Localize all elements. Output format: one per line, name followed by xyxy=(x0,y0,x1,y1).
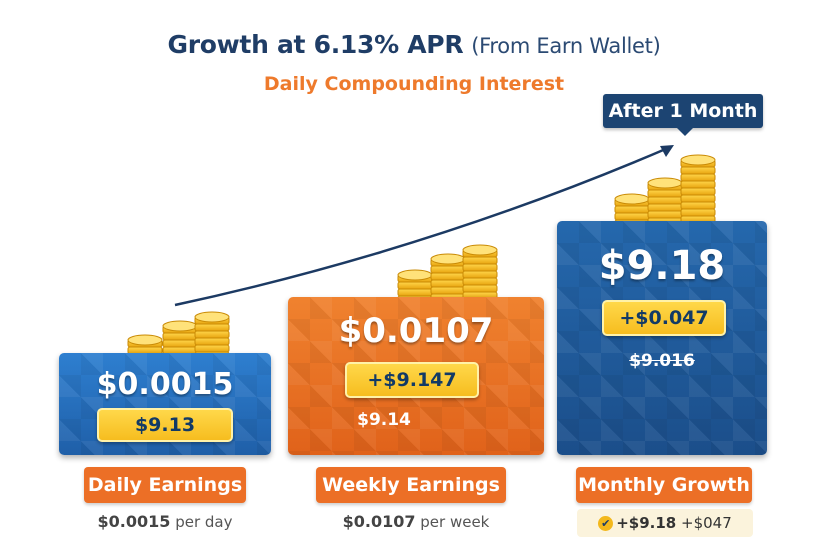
page-title: Growth at 6.13% APR (From Earn Wallet) xyxy=(0,30,828,59)
coin xyxy=(462,256,498,265)
monthly-previous-value: $9.016 xyxy=(629,351,695,371)
coin xyxy=(462,263,498,272)
coin xyxy=(462,270,498,279)
coin xyxy=(647,210,683,219)
coin xyxy=(194,330,230,339)
coin-top xyxy=(194,311,230,323)
coin-top xyxy=(397,269,433,281)
coin-top xyxy=(647,177,683,189)
coin xyxy=(614,212,650,221)
coin xyxy=(430,279,466,288)
title-main: Growth at 6.13% APR xyxy=(167,30,464,59)
check-badge-icon: ✔ xyxy=(598,516,614,531)
title-note: (From Earn Wallet) xyxy=(471,34,661,58)
daily-total-pill: $9.13 xyxy=(97,408,233,442)
coin xyxy=(680,201,716,210)
coin xyxy=(462,284,498,293)
coin xyxy=(680,208,716,217)
monthly-growth-card: $9.18 +$0.047 $9.016 xyxy=(557,221,767,455)
coin xyxy=(647,189,683,198)
weekly-note: $9.14 xyxy=(357,410,411,430)
coin xyxy=(194,323,230,332)
coin xyxy=(614,205,650,214)
coin xyxy=(647,196,683,205)
coin xyxy=(647,203,683,212)
monthly-caption-value: +$9.18 xyxy=(616,514,677,532)
weekly-earnings-card: $0.0107 +$9.147 $9.14 xyxy=(288,297,544,455)
coin xyxy=(397,288,433,297)
monthly-amount: $9.18 xyxy=(598,243,726,289)
after-1-month-badge: After 1 Month xyxy=(603,94,763,136)
coin-top xyxy=(162,320,198,332)
monthly-caption-extra: +$047 xyxy=(681,514,732,532)
daily-caption-unit: per day xyxy=(175,513,233,531)
coin xyxy=(680,187,716,196)
coin xyxy=(680,173,716,182)
coin xyxy=(194,344,230,353)
coin xyxy=(194,337,230,346)
coin-top xyxy=(430,253,466,265)
coin-top xyxy=(127,334,163,346)
daily-caption-value: $0.0015 xyxy=(97,512,171,531)
weekly-amount: $0.0107 xyxy=(338,311,494,351)
coin xyxy=(430,265,466,274)
monthly-growth-label: Monthly Growth xyxy=(576,467,752,503)
weekly-caption-value: $0.0107 xyxy=(342,512,416,531)
coin xyxy=(680,166,716,175)
daily-amount: $0.0015 xyxy=(96,367,234,402)
daily-caption: $0.0015 per day xyxy=(59,512,271,531)
coin xyxy=(162,339,198,348)
coin xyxy=(680,194,716,203)
coin xyxy=(397,281,433,290)
coin xyxy=(162,332,198,341)
weekly-total-pill: +$9.147 xyxy=(345,362,479,398)
coin xyxy=(680,180,716,189)
coin xyxy=(462,277,498,286)
monthly-caption: ✔ +$9.18 +$047 xyxy=(577,509,753,537)
coin-top xyxy=(462,244,498,256)
daily-earnings-label: Daily Earnings xyxy=(84,467,246,503)
weekly-caption: $0.0107 per week xyxy=(300,512,532,531)
daily-earnings-card: $0.0015 $9.13 xyxy=(59,353,271,455)
coin xyxy=(430,286,466,295)
coin xyxy=(430,272,466,281)
page-subtitle: Daily Compounding Interest xyxy=(263,73,565,95)
weekly-earnings-label: Weekly Earnings xyxy=(316,467,506,503)
weekly-caption-unit: per week xyxy=(420,513,490,531)
monthly-gain-pill: +$0.047 xyxy=(602,300,726,336)
coin-top xyxy=(680,154,716,166)
coin-top xyxy=(614,193,650,205)
